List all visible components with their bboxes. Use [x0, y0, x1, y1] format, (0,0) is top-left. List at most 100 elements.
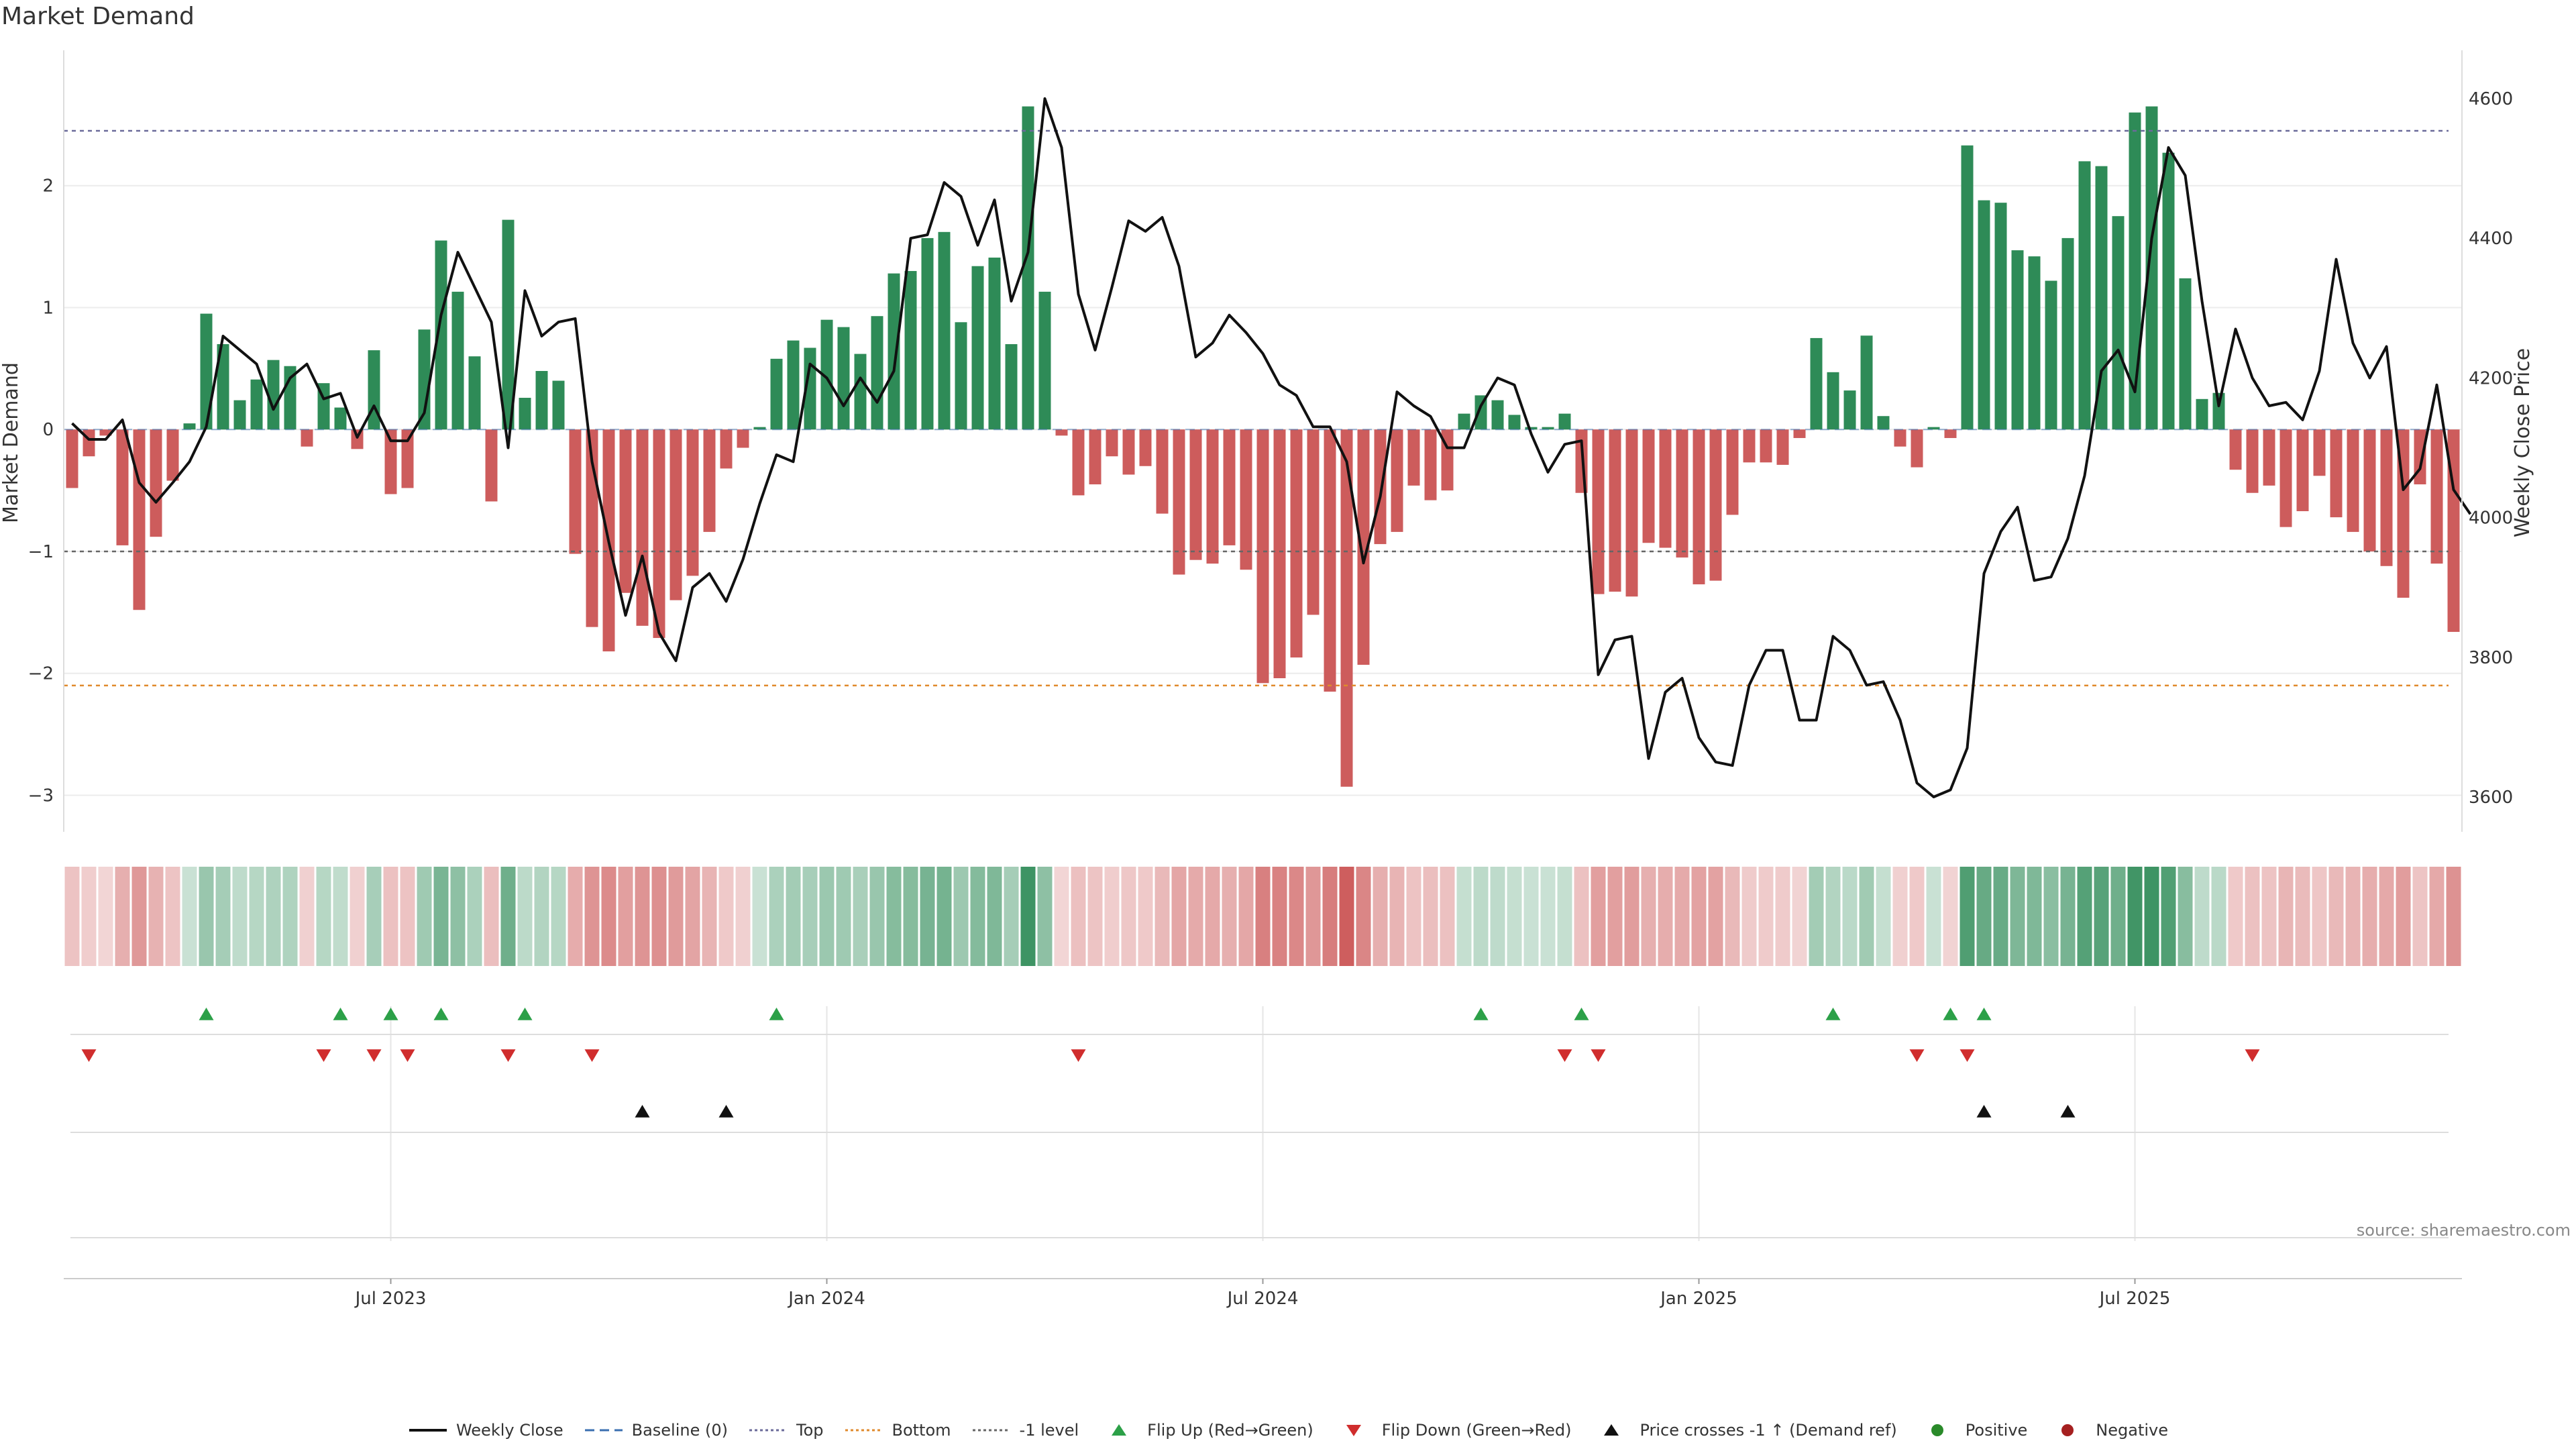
- demand-bar: [334, 407, 347, 430]
- legend-symbol: [1931, 1424, 1943, 1436]
- legend-label: Top: [796, 1421, 824, 1440]
- flip-down-marker: [366, 1049, 382, 1062]
- heat-cell: [1792, 867, 1807, 966]
- heat-cell: [81, 867, 97, 966]
- legend-symbol: [1112, 1424, 1127, 1436]
- demand-bar: [2196, 398, 2208, 430]
- demand-bar: [753, 427, 766, 430]
- heat-cell: [752, 867, 767, 966]
- demand-bar: [166, 429, 179, 481]
- flip-up-marker: [383, 1008, 398, 1020]
- demand-bar: [1357, 429, 1370, 665]
- heat-cell: [685, 867, 700, 966]
- demand-bar: [1693, 429, 1705, 585]
- heat-cell: [1004, 867, 1019, 966]
- heat-cell: [1373, 867, 1388, 966]
- heat-cell: [2295, 867, 2310, 966]
- y2-tick-label: 4600: [2469, 89, 2513, 109]
- flip-down-marker: [1557, 1049, 1572, 1062]
- demand-bar: [435, 240, 447, 430]
- heat-cell: [635, 867, 650, 966]
- heat-cell: [199, 867, 214, 966]
- heat-cell: [601, 867, 616, 966]
- heat-cell: [869, 867, 885, 966]
- demand-bar: [150, 429, 162, 537]
- heat-strip: [64, 867, 2461, 966]
- heat-cell: [920, 867, 935, 966]
- heat-cell: [1674, 867, 1690, 966]
- demand-bar: [468, 356, 481, 430]
- heat-cell: [165, 867, 180, 966]
- price-cross-marker: [718, 1105, 734, 1118]
- heat-cell: [333, 867, 348, 966]
- y-tick-label: 1: [42, 298, 54, 318]
- heat-cell: [668, 867, 684, 966]
- demand-bar: [519, 397, 531, 430]
- heat-cell: [2245, 867, 2260, 966]
- heat-cell: [1138, 867, 1153, 966]
- y2-tick-label: 4200: [2469, 368, 2513, 388]
- demand-bar: [535, 371, 548, 430]
- demand-bar: [1407, 429, 1420, 486]
- flip-up-marker: [333, 1008, 348, 1020]
- demand-bar: [401, 429, 414, 488]
- demand-bar: [2145, 106, 2158, 430]
- x-tick-label: Jan 2025: [1659, 1289, 1737, 1309]
- heat-cell: [2144, 867, 2159, 966]
- heat-cell: [1708, 867, 1723, 966]
- demand-bar: [1189, 429, 1202, 560]
- demand-bar: [1961, 145, 1974, 430]
- y2-axis-label: Weekly Close Price: [2511, 348, 2534, 537]
- legend-item: Flip Up (Red→Green): [1099, 1421, 1313, 1440]
- demand-bar: [1642, 429, 1655, 543]
- heat-cell: [1909, 867, 1925, 966]
- heat-cell: [182, 867, 197, 966]
- demand-bar: [955, 322, 967, 430]
- heat-cell: [970, 867, 985, 966]
- flip-down-marker: [500, 1049, 516, 1062]
- heat-cell: [400, 867, 415, 966]
- demand-bar: [770, 358, 783, 430]
- heat-cell: [98, 867, 113, 966]
- demand-bar: [66, 429, 78, 488]
- legend-label: Baseline (0): [631, 1421, 728, 1440]
- heat-cell: [1507, 867, 1522, 966]
- heat-cell: [2379, 867, 2394, 966]
- heat-cell: [1809, 867, 1824, 966]
- demand-bar: [1676, 429, 1688, 558]
- demand-bar: [1894, 429, 1907, 447]
- demand-bar: [2246, 429, 2259, 493]
- legend-symbol: [749, 1429, 787, 1432]
- heat-cell: [1155, 867, 1170, 966]
- heat-cell: [1188, 867, 1203, 966]
- heat-cell: [1171, 867, 1187, 966]
- demand-bar: [1307, 429, 1320, 615]
- heat-cell: [1641, 867, 1656, 966]
- x-tick-label: Jul 2023: [354, 1289, 427, 1309]
- demand-bar: [2279, 429, 2292, 527]
- chart-title: Market Demand: [1, 3, 195, 30]
- demand-bar: [384, 429, 397, 494]
- demand-bar: [1860, 335, 1873, 430]
- y2-tick-label: 3800: [2469, 648, 2513, 668]
- heat-cell: [1960, 867, 1975, 966]
- demand-bar: [1424, 429, 1437, 500]
- x-axis: Jul 2023 Jan 2024 Jul 2024 Jan 2025 Jul 2025: [64, 1278, 2462, 1309]
- demand-bar: [301, 429, 313, 447]
- demand-bar: [1911, 429, 1923, 468]
- heat-cell: [2194, 867, 2210, 966]
- demand-bar: [888, 273, 900, 430]
- demand-bar: [737, 429, 749, 448]
- heat-cell: [1607, 867, 1623, 966]
- demand-bar: [1810, 337, 1823, 430]
- demand-bar: [502, 219, 515, 430]
- demand-bar: [2363, 429, 2376, 551]
- demand-bar: [1273, 429, 1286, 678]
- legend-item: Flip Down (Green→Red): [1334, 1421, 1571, 1440]
- heat-cell: [450, 867, 466, 966]
- heat-cell: [2429, 867, 2445, 966]
- flip-up-marker: [1473, 1008, 1489, 1020]
- heat-cell: [1389, 867, 1405, 966]
- heat-cell: [350, 867, 365, 966]
- heat-cell: [718, 867, 734, 966]
